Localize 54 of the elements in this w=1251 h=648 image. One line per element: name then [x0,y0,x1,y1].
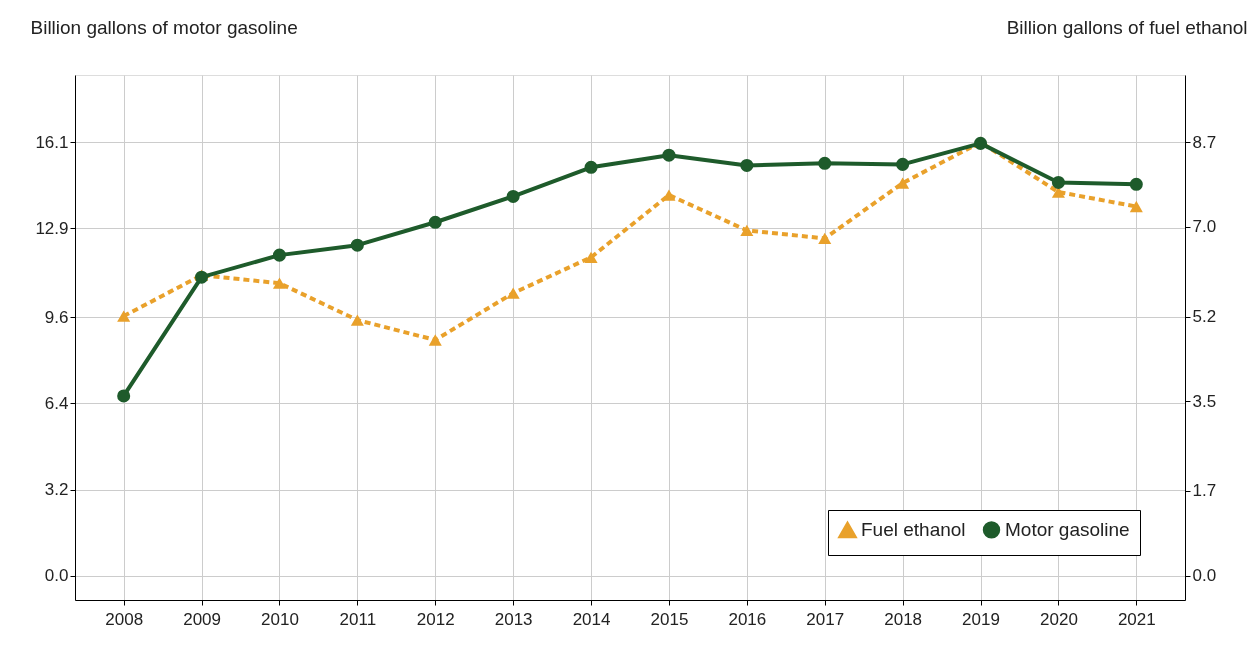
y2-tick-label: 0.0 [1192,566,1217,586]
x-tick-label: 2018 [884,609,923,629]
point [584,251,598,263]
point [350,314,364,326]
x-tick-label: 2015 [650,609,689,629]
x-tick-label: 2021 [1117,609,1156,629]
point [272,248,286,262]
x-tick-label: 2012 [416,609,455,629]
y-tick-label: 12.9 [35,218,69,238]
y-tick-label: 0.0 [44,566,69,586]
x-tick-label: 2013 [494,609,533,629]
y2-tick-label: 3.5 [1192,391,1217,411]
x-tick-label: 2009 [183,609,221,629]
y-axis-title: Billion gallons of motor gasoline [30,16,298,38]
x-tick-label: 2017 [806,609,845,629]
point [1129,200,1143,213]
y-tick-label: 9.6 [44,307,69,327]
point [272,277,286,289]
y2-tick-label: 5.2 [1192,307,1217,327]
point [662,189,676,201]
point [818,232,832,245]
point [740,224,754,237]
y-tick-label: 3.2 [44,480,69,500]
x-tick-label: 2020 [1040,609,1078,629]
point [1051,186,1065,198]
point [506,189,520,203]
point [740,158,754,172]
point [584,160,598,174]
y2-axis-title: Billion gallons of fuel ethanol [1006,16,1248,38]
point [428,334,442,346]
legend-label: Fuel ethanol [861,519,966,541]
x-tick-label: 2010 [261,609,299,629]
x-tick-label: 2016 [728,609,767,629]
point [506,287,520,299]
x-tick-label: 2019 [962,609,1000,629]
point [818,156,832,170]
legend-label: Motor gasoline [1005,518,1130,540]
point [896,157,910,171]
point [428,215,442,229]
y-tick-label: 6.4 [44,393,69,413]
x-tick-label: 2014 [572,609,611,629]
point [117,310,131,322]
point [896,177,910,189]
x-tick-label: 2011 [339,609,377,629]
point [1129,177,1143,191]
y2-tick-label: 8.7 [1192,132,1217,152]
x-tick-label: 2008 [105,609,144,629]
point [662,148,676,162]
y2-tick-label: 1.7 [1192,481,1217,501]
y2-tick-label: 7.0 [1192,217,1217,237]
point [350,238,364,252]
point [1051,175,1065,189]
point [117,389,131,403]
y-tick-label: 16.1 [35,132,69,152]
